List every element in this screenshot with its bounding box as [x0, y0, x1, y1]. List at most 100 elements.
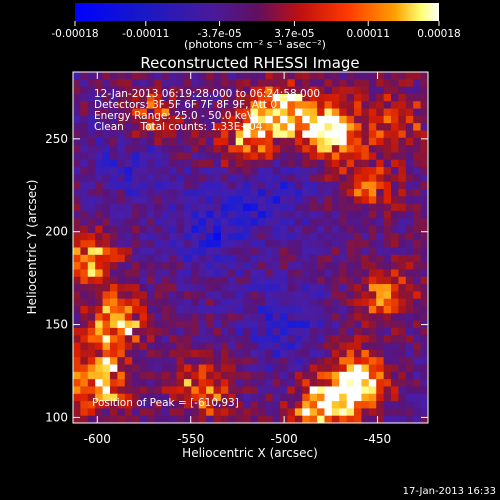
heatmap-cell — [420, 262, 429, 270]
heatmap-cell — [413, 189, 422, 197]
heatmap-cell — [405, 349, 414, 358]
heatmap-cell — [331, 123, 340, 131]
heatmap-cell — [146, 262, 155, 270]
heatmap-cell — [272, 145, 281, 153]
heatmap-cell — [368, 408, 377, 417]
heatmap-cell — [146, 401, 155, 409]
heatmap-cell — [361, 174, 370, 183]
heatmap-cell — [228, 408, 237, 417]
heatmap-cell — [280, 203, 288, 212]
colorbar-tick-label: -3.7e-05 — [198, 28, 242, 40]
heatmap-cell — [294, 210, 303, 219]
heatmap-cell — [109, 247, 118, 256]
heatmap-cell — [391, 408, 399, 417]
heatmap-cell — [183, 130, 192, 139]
heatmap-cell — [102, 335, 111, 344]
heatmap-cell — [109, 276, 118, 285]
heatmap-cell — [405, 225, 414, 234]
heatmap-cell — [87, 247, 96, 256]
heatmap-cell — [213, 401, 222, 409]
heatmap-cell — [235, 335, 244, 344]
heatmap-cell — [309, 167, 318, 175]
heatmap-cell — [413, 152, 422, 161]
heatmap-cell — [243, 357, 251, 365]
heatmap-cell — [132, 247, 141, 256]
heatmap-cell — [368, 137, 377, 146]
heatmap-cell — [302, 254, 311, 263]
heatmap-cell — [294, 174, 303, 183]
heatmap-cell — [317, 232, 325, 241]
heatmap-cell — [361, 276, 370, 285]
heatmap-cell — [132, 306, 141, 314]
heatmap-cell — [265, 159, 274, 168]
heatmap-cell — [324, 123, 333, 131]
heatmap-cell — [420, 240, 429, 248]
heatmap-cell — [346, 86, 355, 95]
heatmap-cell — [228, 210, 237, 219]
heatmap-cell — [117, 276, 126, 285]
heatmap-cell — [294, 152, 303, 161]
heatmap-cell — [257, 130, 266, 139]
heatmap-cell — [420, 123, 429, 131]
heatmap-cell — [376, 408, 385, 417]
heatmap-cell — [413, 79, 422, 88]
heatmap-cell — [287, 386, 296, 395]
heatmap-cell — [294, 364, 303, 373]
heatmap-cell — [161, 101, 170, 110]
heatmap-cell — [361, 72, 370, 80]
heatmap-cell — [331, 108, 340, 117]
heatmap-cell — [250, 291, 259, 300]
heatmap-cell — [257, 379, 266, 387]
heatmap-cell — [339, 327, 348, 336]
heatmap-cell — [265, 269, 274, 278]
heatmap-cell — [420, 401, 429, 409]
heatmap-cell — [191, 401, 200, 409]
heatmap-cell — [265, 298, 274, 307]
heatmap-cell — [317, 101, 325, 110]
heatmap-cell — [368, 298, 377, 307]
heatmap-cell — [213, 145, 222, 153]
heatmap-cell — [213, 174, 222, 183]
heatmap-cell — [146, 342, 155, 351]
heatmap-cell — [146, 240, 155, 248]
heatmap-cell — [117, 415, 126, 424]
heatmap-cell — [294, 145, 303, 153]
heatmap-cell — [324, 210, 333, 219]
heatmap-cell — [339, 386, 348, 395]
heatmap-cell — [228, 386, 237, 395]
heatmap-cell — [368, 181, 377, 190]
heatmap-cell — [124, 225, 133, 234]
heatmap-cell — [391, 393, 399, 402]
heatmap-cell — [243, 379, 251, 387]
heatmap-cell — [391, 189, 399, 197]
heatmap-cell — [183, 181, 192, 190]
heatmap-cell — [161, 254, 170, 263]
heatmap-cell — [139, 320, 148, 329]
heatmap-cell — [102, 232, 111, 241]
heatmap-cell — [339, 291, 348, 300]
heatmap-cell — [339, 123, 348, 131]
heatmap-cell — [80, 137, 89, 146]
heatmap-cell — [154, 408, 163, 417]
heatmap-cell — [287, 335, 296, 344]
heatmap-cell — [287, 79, 296, 88]
heatmap-cell — [80, 72, 89, 80]
heatmap-cell — [176, 401, 185, 409]
heatmap-cell — [287, 108, 296, 117]
heatmap-cell — [146, 203, 155, 212]
heatmap-cell — [391, 203, 399, 212]
heatmap-cell — [243, 320, 251, 329]
heatmap-cell — [302, 189, 311, 197]
heatmap-cell — [132, 379, 141, 387]
heatmap-cell — [95, 225, 104, 234]
heatmap-cell — [235, 181, 244, 190]
heatmap-cell — [198, 269, 207, 278]
heatmap-cell — [102, 181, 111, 190]
heatmap-cell — [331, 145, 340, 153]
heatmap-cell — [161, 364, 170, 373]
heatmap-cell — [161, 291, 170, 300]
heatmap-cell — [361, 342, 370, 351]
heatmap-cell — [317, 320, 325, 329]
heatmap-cell — [302, 298, 311, 307]
heatmap-cell — [220, 247, 229, 256]
